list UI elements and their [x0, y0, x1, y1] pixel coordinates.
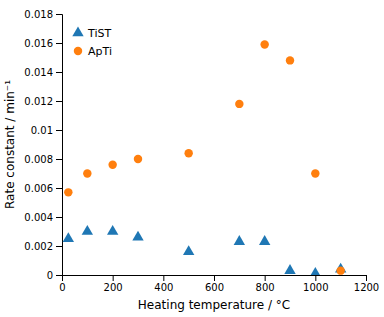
point	[311, 169, 319, 177]
tick-label: 1200	[354, 282, 379, 293]
series	[64, 40, 345, 275]
tick-label: 400	[154, 282, 173, 293]
tick-mark	[56, 72, 62, 73]
chart: 0 200 400 600 800 1000 1200 0 0.002 0.004 0.006 0.0…	[0, 0, 384, 317]
points	[63, 40, 347, 275]
tick-mark	[56, 43, 62, 44]
point	[134, 155, 142, 163]
tick-label: 0.014	[24, 67, 53, 78]
tick: 0.014	[24, 67, 62, 78]
tick: 0.006	[24, 183, 62, 194]
tick: 600	[205, 275, 224, 293]
tick: 0.018	[24, 9, 62, 20]
point	[64, 188, 72, 196]
tick-mark	[315, 275, 316, 281]
tick-label: 0.002	[24, 241, 53, 252]
tick: 0	[59, 275, 65, 293]
tick: 0.002	[24, 241, 62, 252]
tick: 400	[154, 275, 173, 293]
tick-mark	[265, 275, 266, 281]
point	[286, 56, 294, 64]
tick-mark	[113, 275, 114, 281]
tick-mark	[56, 130, 62, 131]
tick-mark	[56, 188, 62, 189]
point	[260, 40, 268, 48]
tick-mark	[56, 275, 62, 276]
tick-mark	[56, 246, 62, 247]
legend-item: ApTi	[74, 45, 112, 58]
axis-line	[63, 276, 367, 282]
point	[132, 231, 143, 241]
tick: 200	[104, 275, 123, 293]
tick-label: 0	[59, 282, 65, 293]
point	[235, 100, 243, 108]
point	[336, 266, 344, 274]
point	[234, 235, 245, 245]
tick-mark	[366, 275, 367, 281]
y-axis: 0 0.002 0.004 0.006 0.008 0.01 0.012 0.014 0.016…	[24, 9, 62, 281]
tick-label: 200	[104, 282, 123, 293]
tick-label: 0.016	[24, 38, 53, 49]
tick-mark	[163, 275, 164, 281]
tick: 0	[47, 270, 62, 281]
legend-item: TiST	[72, 26, 111, 39]
point	[83, 169, 91, 177]
tick: 0.016	[24, 38, 62, 49]
axis-line	[56, 15, 63, 276]
tick-mark	[56, 101, 62, 102]
point	[183, 245, 194, 255]
point	[284, 264, 295, 274]
tick-label: 0.018	[24, 9, 53, 20]
tick: 1000	[303, 275, 328, 293]
tick-label: 0.008	[24, 154, 53, 165]
tick-label: 0.004	[24, 212, 53, 223]
legend-marker	[72, 26, 83, 36]
tick: 0.012	[24, 96, 62, 107]
x-axis-title: Heating temperature / °C	[138, 298, 290, 312]
tick: 800	[256, 275, 275, 293]
legend-marker	[74, 47, 82, 55]
legend-label: TiST	[87, 27, 111, 40]
tick: 0.01	[31, 125, 62, 136]
series	[63, 225, 347, 275]
point	[107, 225, 118, 235]
tick-label: 0	[47, 270, 53, 281]
tick-label: 0.006	[24, 183, 53, 194]
tick: 1200	[354, 275, 379, 293]
point	[63, 232, 74, 242]
tick-label: 1000	[303, 282, 328, 293]
tick-mark	[214, 275, 215, 281]
point	[82, 225, 93, 235]
tick-label: 0.01	[31, 125, 53, 136]
y-axis-title: Rate constant / min⁻¹	[3, 80, 17, 209]
x-axis: 0 200 400 600 800 1000 1200	[59, 275, 379, 293]
plot: 0 200 400 600 800 1000 1200 0 0.002 0.004 0.006 0.0…	[24, 9, 379, 293]
point	[310, 267, 321, 275]
tick-mark	[56, 159, 62, 160]
point	[184, 149, 192, 157]
tick: 0.004	[24, 212, 62, 223]
tick-label: 800	[256, 282, 275, 293]
tick-mark	[56, 217, 62, 218]
tick-label: 0.012	[24, 96, 53, 107]
tick-mark	[56, 14, 62, 15]
point	[259, 235, 270, 245]
tick-label: 600	[205, 282, 224, 293]
legend-label: ApTi	[88, 45, 112, 58]
tick: 0.008	[24, 154, 62, 165]
point	[108, 161, 116, 169]
legend: TiST ApTi	[72, 26, 112, 57]
